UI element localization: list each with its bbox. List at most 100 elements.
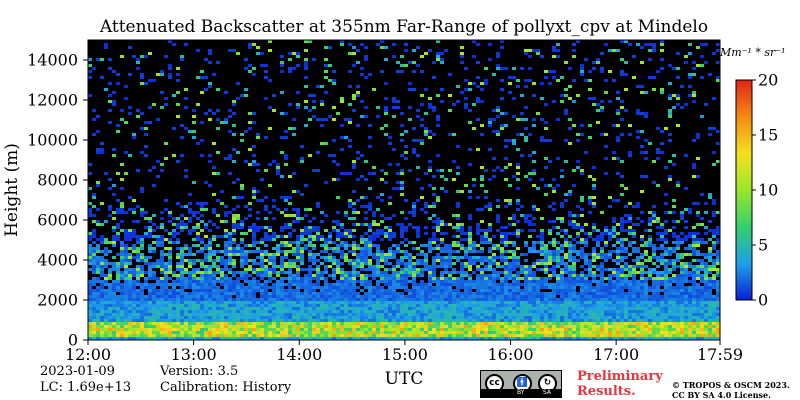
heatmap-cell [208, 184, 212, 187]
heatmap-cell [592, 301, 596, 304]
heatmap-cell [308, 310, 312, 313]
heatmap-cell [348, 289, 352, 292]
heatmap-cell [456, 289, 460, 292]
heatmap-cell [284, 199, 288, 202]
heatmap-cell [356, 151, 360, 154]
heatmap-cell [236, 244, 240, 247]
heatmap-cell [256, 262, 260, 265]
heatmap-cell [488, 178, 492, 181]
heatmap-cell [256, 313, 260, 316]
heatmap-cell [368, 280, 372, 283]
heatmap-cell [688, 94, 692, 97]
heatmap-cell [628, 220, 632, 223]
heatmap-cell [488, 313, 492, 316]
heatmap-cell [592, 67, 596, 70]
heatmap-cell [188, 232, 192, 235]
heatmap-cell [172, 154, 176, 157]
heatmap-cell [636, 223, 640, 226]
heatmap-cell [88, 298, 92, 301]
heatmap-cell [232, 286, 236, 289]
heatmap-cell [404, 289, 408, 292]
heatmap-cell [152, 103, 156, 106]
heatmap-cell [600, 100, 604, 103]
heatmap-cell [496, 289, 500, 292]
heatmap-cell [548, 301, 552, 304]
heatmap-cell [548, 160, 552, 163]
heatmap-cell [204, 223, 208, 226]
heatmap-cell [616, 259, 620, 262]
heatmap-cell [636, 298, 640, 301]
heatmap-cell [456, 259, 460, 262]
heatmap-cell [508, 277, 512, 280]
heatmap-cell [504, 310, 508, 313]
heatmap-cell [672, 67, 676, 70]
heatmap-cell [468, 229, 472, 232]
heatmap-cell [648, 142, 652, 145]
heatmap-cell [356, 178, 360, 181]
heatmap-cell [468, 121, 472, 124]
heatmap-cell [352, 298, 356, 301]
heatmap-cell [564, 253, 568, 256]
heatmap-cell [496, 256, 500, 259]
heatmap-cell [428, 283, 432, 286]
heatmap-cell [716, 301, 720, 304]
heatmap-cell [608, 196, 612, 199]
heatmap-cell [564, 310, 568, 313]
heatmap-cell [580, 70, 584, 73]
heatmap-cell [468, 148, 472, 151]
heatmap-cell [716, 280, 720, 283]
heatmap-cell [160, 244, 164, 247]
heatmap-cell [704, 226, 708, 229]
heatmap-cell [288, 241, 292, 244]
heatmap-cell [592, 280, 596, 283]
heatmap-cell [384, 46, 388, 49]
heatmap-cell [512, 292, 516, 295]
heatmap-cell [476, 76, 480, 79]
heatmap-cell [248, 202, 252, 205]
heatmap-cell [524, 85, 528, 88]
heatmap-cell [160, 223, 164, 226]
heatmap-cell [436, 217, 440, 220]
heatmap-cell [244, 277, 248, 280]
heatmap-cell [208, 229, 212, 232]
heatmap-cell [492, 310, 496, 313]
heatmap-cell [236, 289, 240, 292]
heatmap-cell [596, 289, 600, 292]
heatmap-cell [168, 298, 172, 301]
heatmap-cell [288, 214, 292, 217]
heatmap-cell [252, 154, 256, 157]
heatmap-cell [180, 301, 184, 304]
heatmap-cell [580, 208, 584, 211]
heatmap-cell [308, 94, 312, 97]
heatmap-cell [592, 238, 596, 241]
heatmap-cell [596, 265, 600, 268]
heatmap-cell [404, 157, 408, 160]
heatmap-cell [476, 280, 480, 283]
heatmap-cell [180, 253, 184, 256]
heatmap-cell [164, 304, 168, 307]
heatmap-cell [136, 241, 140, 244]
heatmap-cell [460, 280, 464, 283]
heatmap-cell [184, 247, 188, 250]
heatmap-cell [224, 310, 228, 313]
heatmap-cell [412, 202, 416, 205]
heatmap-cell [416, 298, 420, 301]
heatmap-cell [700, 259, 704, 262]
heatmap-cell [300, 232, 304, 235]
heatmap-cell [708, 73, 712, 76]
heatmap-cell [628, 268, 632, 271]
heatmap-cell [132, 136, 136, 139]
heatmap-cell [380, 271, 384, 274]
heatmap-cell [284, 226, 288, 229]
heatmap-cell [708, 229, 712, 232]
heatmap-cell [604, 226, 608, 229]
heatmap-cell [536, 304, 540, 307]
heatmap-cell [276, 265, 280, 268]
heatmap-cell [672, 94, 676, 97]
heatmap-cell [176, 67, 180, 70]
heatmap-cell [268, 304, 272, 307]
heatmap-cell [296, 106, 300, 109]
heatmap-cell [192, 310, 196, 313]
heatmap-cell [632, 250, 636, 253]
heatmap-cell [472, 283, 476, 286]
